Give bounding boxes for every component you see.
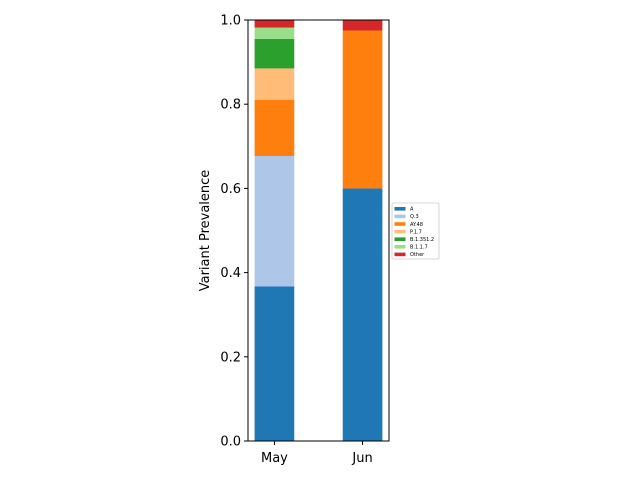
y-tick-label: 0.0: [220, 435, 241, 450]
y-tick-label: 0.4: [220, 266, 241, 281]
legend-swatch-p-1-7: [394, 229, 406, 234]
bars-group: [254, 20, 383, 441]
legend-swatch-b-1-351-2: [394, 237, 406, 241]
y-axis: 0.0 0.2 0.4 0.6 0.8 1.0: [220, 14, 248, 450]
bar-may-a: [254, 286, 295, 441]
bar-may-b-1-351-2: [254, 38, 295, 69]
legend-label-q-3: Q.3: [410, 214, 419, 220]
legend-label-p-1-7: P.1.7: [410, 229, 422, 235]
bar-may-ay-48: [254, 99, 295, 156]
x-axis: May Jun: [261, 441, 373, 466]
bar-jun-ay-48: [342, 30, 383, 189]
y-tick-label: 0.6: [220, 182, 241, 197]
legend-label-other: Other: [410, 252, 425, 258]
bar-may-other: [254, 20, 295, 28]
bar-may-p-1-7: [254, 68, 295, 100]
legend-label-b-1-1-7: B.1.1.7: [410, 245, 428, 251]
bar-jun-other: [342, 20, 383, 31]
y-tick-label: 0.2: [220, 350, 241, 365]
bar-jun-a: [342, 188, 383, 441]
legend-label-ay-48: AY.48: [410, 222, 423, 228]
y-tick-label: 1.0: [220, 14, 241, 29]
legend-label-a: A: [410, 207, 414, 213]
x-tick-label-may: May: [261, 451, 288, 466]
legend-swatch-ay-48: [394, 222, 406, 226]
y-tick-label: 0.8: [220, 98, 241, 113]
legend-swatch-b-1-1-7: [394, 245, 406, 249]
axes-frame: [247, 19, 390, 442]
legend-swatch-other: [394, 252, 406, 257]
legend-label-b-1-351-2: B.1.351.2: [410, 237, 434, 243]
x-tick-label-jun: Jun: [351, 451, 372, 466]
bar-may-b-1-1-7: [254, 27, 295, 39]
bar-may-q-3: [254, 155, 295, 287]
y-axis-label: Variant Prevalence: [198, 170, 213, 292]
legend-swatch-a: [394, 207, 406, 211]
legend-swatch-q-3: [394, 214, 406, 219]
